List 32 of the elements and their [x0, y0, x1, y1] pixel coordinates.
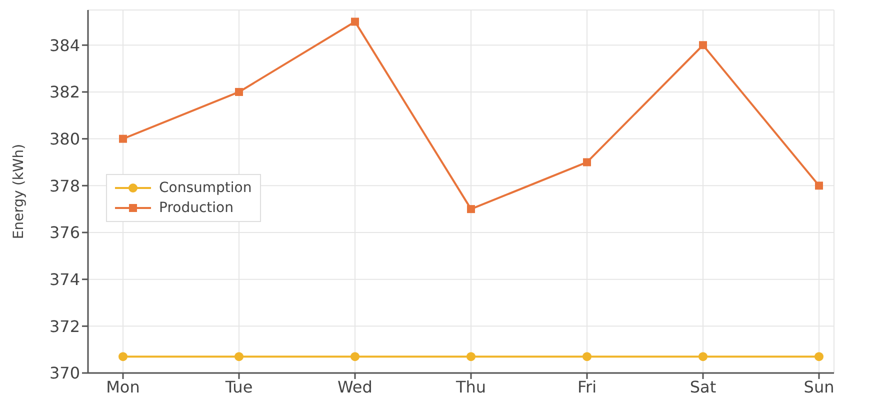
- point: [699, 41, 707, 50]
- point: [118, 352, 128, 362]
- point: [583, 158, 591, 166]
- point: [234, 352, 244, 362]
- point: [350, 352, 360, 362]
- y-tick-label: 370: [49, 364, 80, 383]
- x-tick-label: Tue: [224, 377, 253, 396]
- legend-label: Consumption: [159, 179, 252, 198]
- point: [467, 205, 475, 214]
- x-tick-label: Sat: [690, 377, 716, 396]
- point: [235, 88, 243, 96]
- y-tick-label: 382: [49, 82, 80, 102]
- point: [466, 352, 476, 362]
- x-tick-label: Thu: [454, 377, 486, 396]
- point: [814, 352, 824, 362]
- legend-label: Production: [159, 199, 234, 218]
- point: [698, 352, 708, 362]
- point: [351, 18, 359, 26]
- point: [119, 134, 127, 143]
- y-tick-label: 376: [49, 223, 80, 242]
- y-tick-label: 378: [49, 176, 80, 196]
- x-tick-label: Wed: [338, 377, 372, 396]
- x-tick-label: Mon: [106, 377, 140, 396]
- y-tick-label: 372: [49, 316, 80, 336]
- x-tick-label: Fri: [577, 377, 597, 396]
- point: [582, 352, 592, 362]
- point: [815, 182, 823, 190]
- x-tick-label: Sun: [804, 377, 834, 396]
- y-tick-label: 380: [49, 129, 80, 148]
- y-axis-title: Energy (kWh): [10, 144, 27, 240]
- y-tick-label: 374: [49, 270, 80, 290]
- y-tick-label: 384: [49, 36, 80, 55]
